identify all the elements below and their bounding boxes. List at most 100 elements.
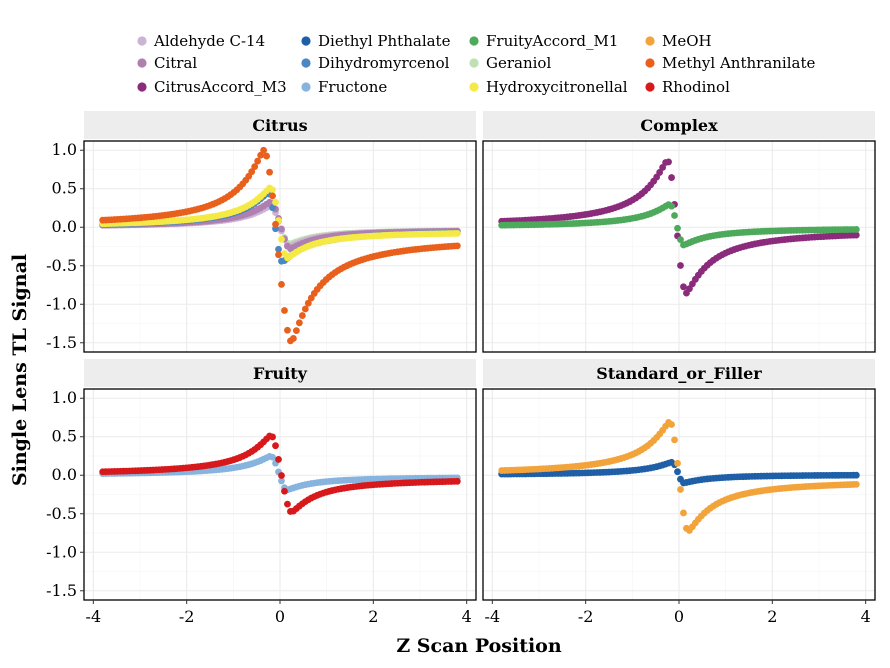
y-tick-label: 0.0	[52, 465, 77, 484]
data-point	[281, 307, 288, 314]
legend-item-methyl-anthranilate: Methyl Anthranilate	[645, 54, 815, 72]
data-point	[269, 186, 276, 194]
data-point	[284, 500, 291, 508]
y-axis-title: Single Lens TL Signal	[9, 254, 31, 486]
data-point	[665, 158, 672, 166]
legend-item-aldehyde-c-14: Aldehyde C-14	[137, 32, 265, 50]
data-point	[677, 262, 684, 269]
data-point	[852, 231, 860, 239]
data-point	[290, 335, 297, 342]
y-tick-label: -0.5	[46, 504, 77, 523]
series-rhodinol	[99, 432, 461, 515]
data-point	[656, 169, 664, 176]
panel-title: Fruity	[253, 364, 308, 383]
data-point	[269, 433, 276, 441]
panel-strip	[483, 111, 875, 139]
legend-item-hydroxycitronellal: Hydroxycitronellal	[469, 78, 628, 96]
legend-label: Rhodinol	[662, 78, 730, 96]
legend-item-citral: Citral	[137, 54, 197, 72]
x-tick-label: -2	[578, 607, 594, 626]
legend-item-geraniol: Geraniol	[469, 54, 551, 72]
y-tick-label: 0.0	[52, 217, 77, 236]
legend-label: Diethyl Phthalate	[318, 32, 451, 50]
data-point	[674, 459, 681, 467]
legend-key-citral	[137, 58, 147, 68]
data-point	[257, 151, 265, 159]
x-tick-label: -2	[179, 607, 195, 626]
data-point	[668, 421, 675, 428]
panel-strip	[84, 111, 476, 139]
legend-item-citrusaccord-m3: CitrusAccord_M3	[137, 78, 287, 96]
data-point	[674, 224, 681, 232]
y-tick-label: -0.5	[46, 256, 77, 275]
y-tick-label: 1.0	[52, 140, 77, 159]
data-point	[278, 225, 285, 233]
x-tick-label: 0	[275, 607, 285, 626]
panel-fruity: Fruity	[83, 359, 477, 601]
data-point	[269, 192, 276, 200]
data-point	[674, 468, 681, 476]
y-tick-label: 1.0	[52, 388, 77, 407]
legend-item-dihydromyrcenol: Dihydromyrcenol	[301, 54, 450, 72]
x-tick-label: 2	[767, 607, 777, 626]
panel-title: Standard_or_Filler	[596, 364, 762, 383]
data-point	[278, 235, 285, 243]
data-point	[275, 251, 282, 259]
data-point	[263, 152, 270, 160]
data-point	[260, 146, 268, 154]
legend-label: Citral	[154, 54, 197, 72]
panel-complex: Complex	[482, 111, 876, 353]
legend-key-methyl-anthranilate	[645, 58, 655, 68]
legend-label: CitrusAccord_M3	[154, 78, 287, 96]
legend-key-hydroxycitronellal	[469, 82, 479, 92]
legend-label: Fructone	[318, 78, 387, 96]
legend-item-rhodinol: Rhodinol	[645, 78, 730, 96]
data-point	[269, 453, 276, 461]
data-point	[295, 319, 303, 327]
data-point	[659, 164, 667, 171]
gridlines	[483, 141, 875, 352]
data-point	[852, 226, 860, 233]
data-point	[671, 436, 678, 444]
x-tick-label: 4	[462, 607, 472, 626]
legend-label: Methyl Anthranilate	[662, 54, 815, 72]
y-tick-label: -1.0	[46, 294, 77, 313]
legend-item-meoh: MeOH	[645, 32, 712, 50]
legend-key-fruityaccord-m1	[469, 36, 479, 46]
data-point	[275, 245, 282, 253]
panel-border	[83, 140, 477, 353]
legend-key-rhodinol	[645, 82, 655, 92]
legend-key-meoh	[645, 36, 655, 46]
data-point	[272, 198, 279, 206]
legend: Aldehyde C-14 Citral CitrusAccord_M3 Diethy…	[137, 32, 815, 96]
chart-panels: Citrus Complex Fruity Standard_or_Filler	[83, 111, 876, 601]
data-point	[680, 283, 687, 291]
data-point	[677, 486, 684, 493]
legend-key-citrusaccord-m3	[137, 82, 147, 92]
gridlines	[84, 141, 476, 352]
y-tick-label: -1.5	[46, 581, 77, 600]
data-point	[453, 477, 461, 485]
panel-border	[482, 140, 876, 353]
x-tick-label: 4	[861, 607, 871, 626]
data-point	[680, 509, 687, 517]
legend-label: MeOH	[662, 32, 712, 50]
legend-item-fruityaccord-m1: FruityAccord_M1	[469, 32, 618, 50]
x-axis-title: Z Scan Position	[396, 635, 562, 657]
series-fructone	[99, 452, 461, 494]
legend-key-diethyl-phthalate	[301, 36, 311, 46]
axes: 1.0 0.5 0.0 -0.5 -1.0 -1.5 1.0 0.5 0.0 -0.5 -1.0 -1…	[46, 140, 871, 626]
x-tick-label: 0	[674, 607, 684, 626]
data-point	[292, 327, 300, 335]
data-point	[272, 220, 279, 228]
legend-item-diethyl-phthalate: Diethyl Phthalate	[301, 32, 451, 50]
legend-label: Dihydromyrcenol	[318, 54, 450, 72]
data-point	[278, 472, 285, 479]
data-point	[668, 202, 675, 210]
legend-item-fructone: Fructone	[301, 78, 387, 96]
data-point	[254, 157, 262, 165]
data-point	[852, 480, 860, 488]
x-tick-label: 2	[368, 607, 378, 626]
data-point	[275, 456, 282, 463]
